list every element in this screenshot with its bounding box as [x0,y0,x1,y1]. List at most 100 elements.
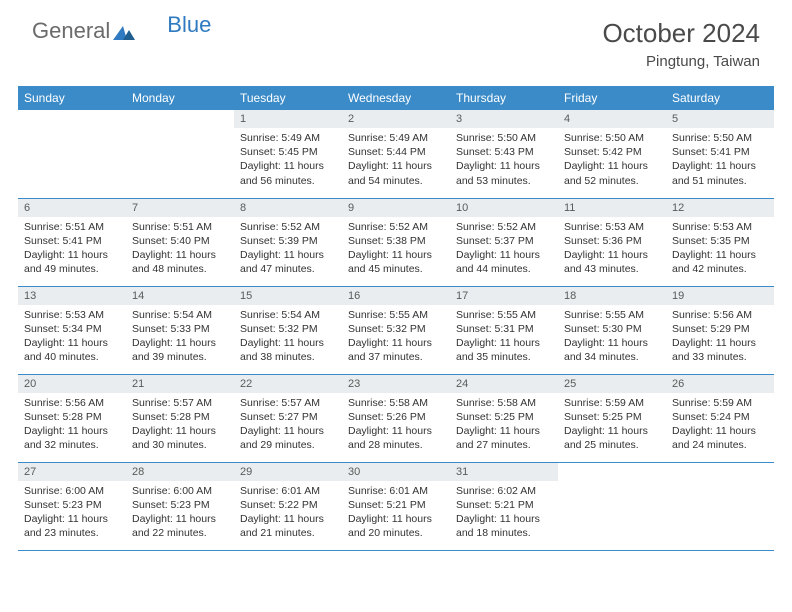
calendar-cell: 4Sunrise: 5:50 AMSunset: 5:42 PMDaylight… [558,110,666,198]
sunrise-text: Sunrise: 5:52 AM [456,220,552,234]
sunset-text: Sunset: 5:22 PM [240,498,336,512]
calendar-cell: 28Sunrise: 6:00 AMSunset: 5:23 PMDayligh… [126,462,234,550]
day-number: 20 [18,375,126,393]
sunrise-text: Sunrise: 5:51 AM [132,220,228,234]
sunrise-text: Sunrise: 6:00 AM [132,484,228,498]
day-number: 24 [450,375,558,393]
calendar-cell: 3Sunrise: 5:50 AMSunset: 5:43 PMDaylight… [450,110,558,198]
daylight-text: Daylight: 11 hours and 37 minutes. [348,336,444,364]
daylight-text: Daylight: 11 hours and 52 minutes. [564,159,660,187]
day-number: 18 [558,287,666,305]
daylight-text: Daylight: 11 hours and 48 minutes. [132,248,228,276]
calendar-cell: 8Sunrise: 5:52 AMSunset: 5:39 PMDaylight… [234,198,342,286]
col-header: Tuesday [234,86,342,110]
day-number: 5 [666,110,774,128]
calendar-cell: 9Sunrise: 5:52 AMSunset: 5:38 PMDaylight… [342,198,450,286]
sunrise-text: Sunrise: 5:50 AM [456,131,552,145]
page-header: General Blue October 2024 Pingtung, Taiw… [0,0,792,78]
sunrise-text: Sunrise: 6:01 AM [348,484,444,498]
col-header: Wednesday [342,86,450,110]
day-number: 21 [126,375,234,393]
daylight-text: Daylight: 11 hours and 22 minutes. [132,512,228,540]
sunset-text: Sunset: 5:45 PM [240,145,336,159]
sunset-text: Sunset: 5:30 PM [564,322,660,336]
sunrise-text: Sunrise: 5:50 AM [672,131,768,145]
sunrise-text: Sunrise: 5:51 AM [24,220,120,234]
sunset-text: Sunset: 5:39 PM [240,234,336,248]
calendar-cell [126,110,234,198]
day-number: 14 [126,287,234,305]
calendar-body: 1Sunrise: 5:49 AMSunset: 5:45 PMDaylight… [18,110,774,550]
calendar-cell: 11Sunrise: 5:53 AMSunset: 5:36 PMDayligh… [558,198,666,286]
sunset-text: Sunset: 5:32 PM [348,322,444,336]
day-number: 15 [234,287,342,305]
day-number: 28 [126,463,234,481]
day-body: Sunrise: 5:55 AMSunset: 5:30 PMDaylight:… [558,305,666,371]
day-body: Sunrise: 5:57 AMSunset: 5:28 PMDaylight:… [126,393,234,459]
sunrise-text: Sunrise: 5:55 AM [456,308,552,322]
calendar-cell: 18Sunrise: 5:55 AMSunset: 5:30 PMDayligh… [558,286,666,374]
calendar-cell [558,462,666,550]
sunrise-text: Sunrise: 5:50 AM [564,131,660,145]
calendar-cell: 25Sunrise: 5:59 AMSunset: 5:25 PMDayligh… [558,374,666,462]
day-number: 7 [126,199,234,217]
day-body: Sunrise: 5:53 AMSunset: 5:35 PMDaylight:… [666,217,774,283]
daylight-text: Daylight: 11 hours and 54 minutes. [348,159,444,187]
col-header: Sunday [18,86,126,110]
sunrise-text: Sunrise: 5:52 AM [348,220,444,234]
day-body: Sunrise: 6:00 AMSunset: 5:23 PMDaylight:… [18,481,126,547]
calendar-cell: 27Sunrise: 6:00 AMSunset: 5:23 PMDayligh… [18,462,126,550]
daylight-text: Daylight: 11 hours and 18 minutes. [456,512,552,540]
calendar-cell: 30Sunrise: 6:01 AMSunset: 5:21 PMDayligh… [342,462,450,550]
sunrise-text: Sunrise: 5:59 AM [672,396,768,410]
sunset-text: Sunset: 5:21 PM [348,498,444,512]
sunset-text: Sunset: 5:23 PM [24,498,120,512]
calendar-cell: 2Sunrise: 5:49 AMSunset: 5:44 PMDaylight… [342,110,450,198]
day-body: Sunrise: 5:54 AMSunset: 5:32 PMDaylight:… [234,305,342,371]
calendar-week: 13Sunrise: 5:53 AMSunset: 5:34 PMDayligh… [18,286,774,374]
calendar-week: 1Sunrise: 5:49 AMSunset: 5:45 PMDaylight… [18,110,774,198]
daylight-text: Daylight: 11 hours and 38 minutes. [240,336,336,364]
day-number: 1 [234,110,342,128]
sunrise-text: Sunrise: 5:53 AM [564,220,660,234]
sunset-text: Sunset: 5:37 PM [456,234,552,248]
calendar-cell: 15Sunrise: 5:54 AMSunset: 5:32 PMDayligh… [234,286,342,374]
day-body: Sunrise: 5:52 AMSunset: 5:37 PMDaylight:… [450,217,558,283]
logo-text-general: General [32,18,110,44]
day-body: Sunrise: 5:54 AMSunset: 5:33 PMDaylight:… [126,305,234,371]
day-body: Sunrise: 5:55 AMSunset: 5:32 PMDaylight:… [342,305,450,371]
daylight-text: Daylight: 11 hours and 35 minutes. [456,336,552,364]
calendar-week: 20Sunrise: 5:56 AMSunset: 5:28 PMDayligh… [18,374,774,462]
calendar-table: Sunday Monday Tuesday Wednesday Thursday… [18,86,774,551]
daylight-text: Daylight: 11 hours and 30 minutes. [132,424,228,452]
sunrise-text: Sunrise: 5:55 AM [564,308,660,322]
sunset-text: Sunset: 5:44 PM [348,145,444,159]
day-body: Sunrise: 6:00 AMSunset: 5:23 PMDaylight:… [126,481,234,547]
calendar-cell: 16Sunrise: 5:55 AMSunset: 5:32 PMDayligh… [342,286,450,374]
daylight-text: Daylight: 11 hours and 49 minutes. [24,248,120,276]
daylight-text: Daylight: 11 hours and 51 minutes. [672,159,768,187]
sunset-text: Sunset: 5:25 PM [564,410,660,424]
sunset-text: Sunset: 5:21 PM [456,498,552,512]
calendar-cell: 29Sunrise: 6:01 AMSunset: 5:22 PMDayligh… [234,462,342,550]
sunset-text: Sunset: 5:33 PM [132,322,228,336]
daylight-text: Daylight: 11 hours and 44 minutes. [456,248,552,276]
daylight-text: Daylight: 11 hours and 27 minutes. [456,424,552,452]
daylight-text: Daylight: 11 hours and 29 minutes. [240,424,336,452]
day-number: 19 [666,287,774,305]
day-body: Sunrise: 5:56 AMSunset: 5:28 PMDaylight:… [18,393,126,459]
day-body: Sunrise: 5:50 AMSunset: 5:42 PMDaylight:… [558,128,666,194]
day-number: 12 [666,199,774,217]
day-number: 29 [234,463,342,481]
daylight-text: Daylight: 11 hours and 24 minutes. [672,424,768,452]
sunset-text: Sunset: 5:35 PM [672,234,768,248]
daylight-text: Daylight: 11 hours and 25 minutes. [564,424,660,452]
calendar-week: 6Sunrise: 5:51 AMSunset: 5:41 PMDaylight… [18,198,774,286]
sunrise-text: Sunrise: 5:54 AM [240,308,336,322]
day-body: Sunrise: 5:52 AMSunset: 5:39 PMDaylight:… [234,217,342,283]
sunrise-text: Sunrise: 5:57 AM [132,396,228,410]
sunset-text: Sunset: 5:32 PM [240,322,336,336]
calendar-cell: 12Sunrise: 5:53 AMSunset: 5:35 PMDayligh… [666,198,774,286]
day-body: Sunrise: 5:50 AMSunset: 5:43 PMDaylight:… [450,128,558,194]
calendar-cell [666,462,774,550]
